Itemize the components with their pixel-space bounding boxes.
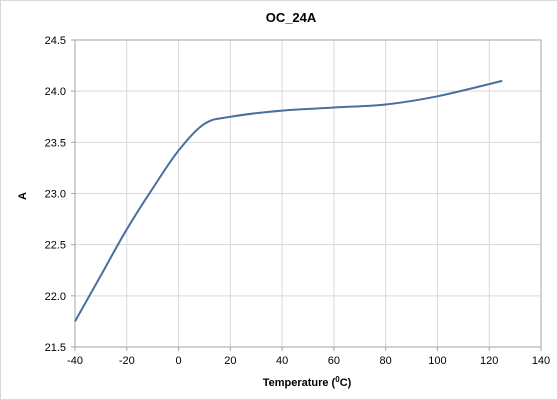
y-tick-label: 23.0: [45, 189, 66, 201]
y-axis-ticks: 21.5 22.0 22.5 23.0 23.5 24.0 24.5: [45, 35, 75, 354]
chart-title: OC_24A: [266, 10, 317, 25]
x-tick-label: 0: [175, 355, 181, 367]
x-axis-label: Temperature (0C): [263, 375, 352, 389]
y-tick-label: 24.0: [45, 86, 66, 98]
x-tick-label: -40: [67, 355, 83, 367]
x-tick-label: -20: [119, 355, 135, 367]
x-tick-label: 60: [328, 355, 340, 367]
x-axis-ticks: -40 -20 0 20 40 60 80 100 120 140: [67, 347, 550, 367]
y-tick-label: 22.5: [45, 240, 66, 252]
x-tick-label: 140: [532, 355, 550, 367]
x-tick-label: 100: [428, 355, 446, 367]
grid-lines: [74, 39, 542, 348]
y-tick-label: 23.5: [45, 137, 66, 149]
x-tick-label: 40: [276, 355, 288, 367]
x-tick-label: 120: [480, 355, 498, 367]
y-tick-label: 22.0: [45, 291, 66, 303]
x-tick-label: 20: [224, 355, 236, 367]
y-tick-label: 24.5: [45, 35, 66, 47]
series-line: [74, 79, 503, 322]
y-tick-label: 21.5: [45, 342, 66, 354]
y-axis-label: A: [17, 192, 29, 200]
x-tick-label: 80: [380, 355, 392, 367]
